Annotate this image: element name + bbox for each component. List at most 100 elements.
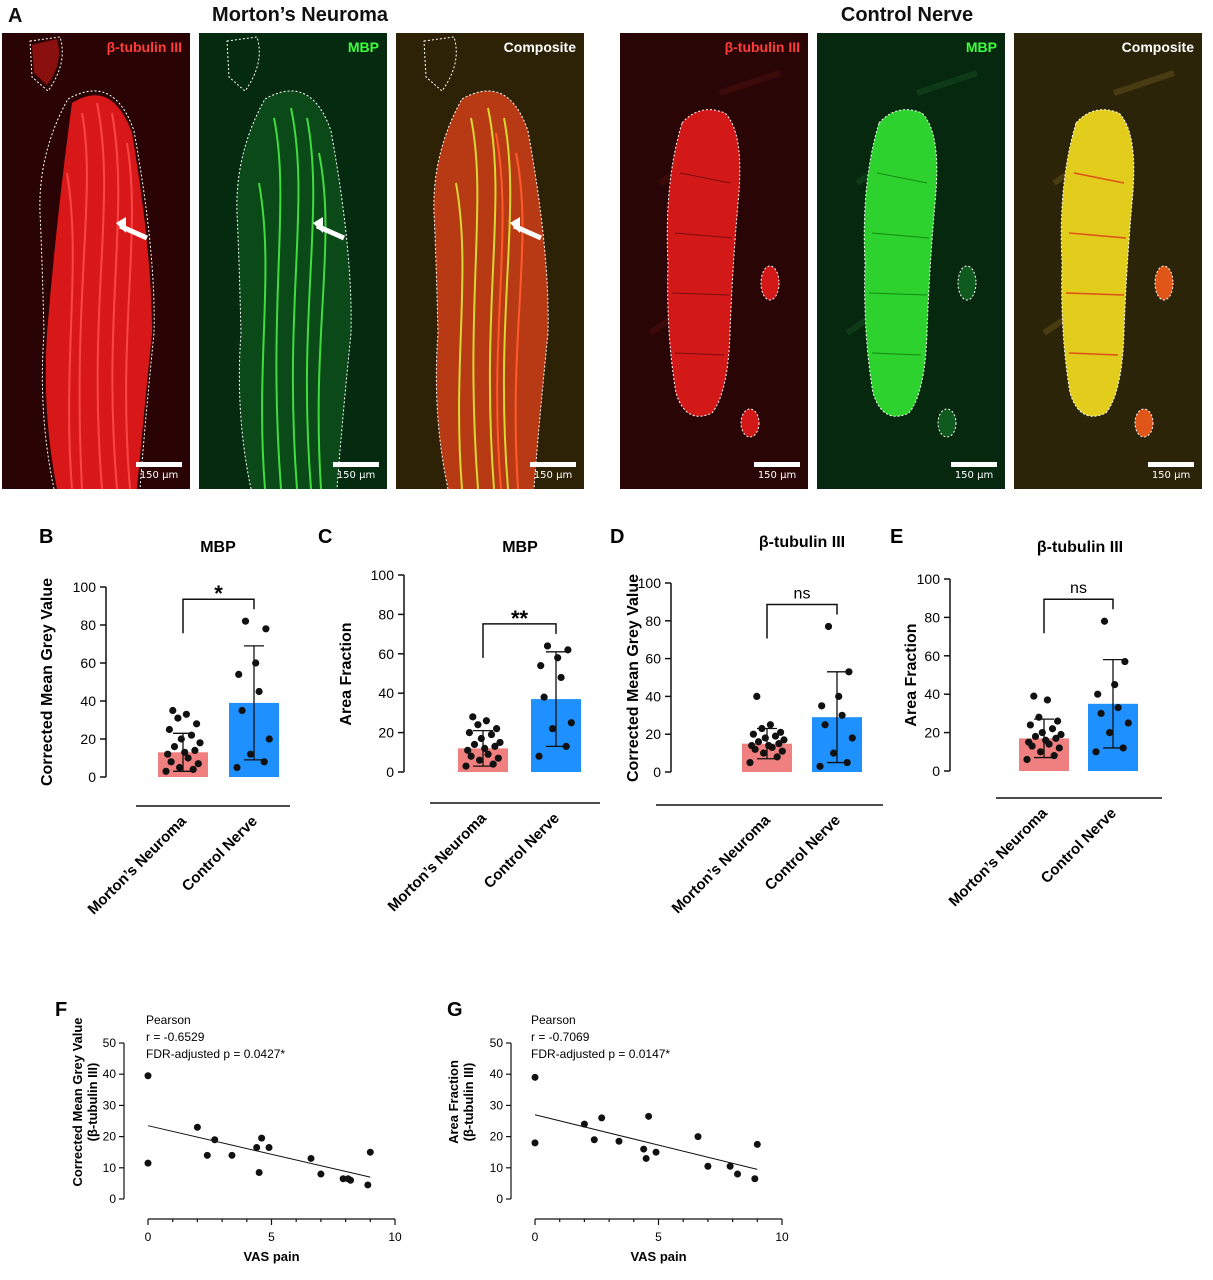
y-tick-label: 80 [378, 606, 394, 622]
data-point [734, 1170, 742, 1178]
y-tick-label: 80 [80, 617, 96, 633]
data-point [255, 687, 263, 696]
y-tick-label: 0 [932, 763, 940, 779]
x-category-label: Control Nerve [179, 813, 261, 895]
y-tick-label: 20 [490, 1130, 504, 1144]
data-point [177, 735, 185, 743]
data-point [1121, 657, 1129, 666]
y-tick-label: 0 [109, 1192, 116, 1206]
chart-title: MBP [502, 539, 538, 556]
data-point [760, 749, 768, 757]
data-point [144, 1072, 152, 1080]
data-point [549, 725, 557, 733]
data-point [1030, 692, 1038, 700]
scale-bar: 150 μm [333, 462, 379, 481]
y-axis-label: Corrected Mean Grey Value [625, 574, 642, 782]
data-point [1055, 744, 1063, 752]
data-point [307, 1154, 315, 1162]
y-axis-label: Area Fraction [338, 622, 355, 725]
data-point [1026, 721, 1034, 729]
data-point [775, 740, 783, 748]
y-axis-label: Area Fraction [446, 1060, 461, 1144]
data-point [748, 741, 756, 750]
data-point [174, 714, 182, 722]
data-point [645, 1112, 653, 1120]
data-point [265, 1144, 273, 1152]
stat-annotation: Pearson [531, 1013, 576, 1027]
data-point [194, 760, 202, 768]
y-tick-label: 30 [490, 1098, 504, 1112]
data-point [481, 744, 489, 752]
y-tick-label: 50 [490, 1036, 504, 1050]
data-point [726, 1162, 734, 1170]
data-point [203, 1151, 211, 1159]
y-tick-label: 20 [924, 725, 940, 741]
y-axis-label-sub: (β-tubulin III) [461, 1063, 476, 1142]
data-point [339, 1175, 347, 1183]
data-point [761, 734, 769, 742]
y-tick-label: 0 [496, 1192, 503, 1206]
data-point [1025, 738, 1033, 746]
micrograph-label: MBP [965, 39, 997, 55]
data-point [170, 743, 179, 751]
significance-bracket [182, 598, 255, 634]
data-point [564, 646, 572, 654]
data-point [1048, 725, 1057, 733]
data-point [247, 750, 255, 758]
x-category-label: Control Nerve [762, 812, 844, 894]
data-point [1057, 730, 1065, 739]
x-category-label: Morton’s Neuroma [946, 804, 1052, 910]
data-point [590, 1136, 598, 1144]
data-point [598, 1114, 606, 1122]
x-category-label: Control Nerve [481, 810, 563, 892]
data-point [1114, 704, 1122, 712]
data-point [496, 738, 504, 747]
data-point [580, 1120, 588, 1128]
chart-b: B MBP Corrected Mean Grey Value 0 20 40 60 80 10… [39, 526, 290, 918]
data-point [615, 1137, 623, 1145]
data-point [1100, 617, 1109, 625]
micrograph-label: Composite [503, 39, 576, 55]
micrograph-control-mbp: MBP 150 μm [817, 33, 1005, 489]
chart-title: β-tubulin III [759, 534, 845, 551]
chart-title: MBP [200, 539, 236, 556]
y-tick-label: 50 [103, 1036, 117, 1050]
data-point [835, 692, 843, 701]
y-tick-label: 100 [917, 571, 941, 587]
data-point [235, 670, 243, 679]
data-point [1035, 713, 1043, 721]
x-tick-label: 10 [388, 1230, 402, 1244]
data-point [233, 763, 241, 772]
data-point [1119, 744, 1127, 752]
stat-annotation: FDR-adjusted p = 0.0147* [531, 1047, 670, 1061]
panel-letter: E [890, 526, 903, 548]
panel-letter: G [447, 999, 463, 1021]
data-point [187, 731, 196, 739]
control-group-title: Control Nerve [840, 4, 974, 26]
data-point [640, 1145, 648, 1153]
y-tick-label: 80 [924, 609, 940, 625]
y-tick-label: 40 [80, 693, 96, 709]
data-point [347, 1176, 355, 1184]
data-point [1043, 696, 1051, 704]
x-axis-label: VAS pain [630, 1249, 686, 1264]
data-point [164, 750, 172, 758]
y-tick-label: 40 [924, 686, 940, 702]
data-point [818, 702, 826, 710]
x-tick-label: 5 [655, 1230, 662, 1244]
data-point [258, 1134, 266, 1142]
panel-letter: C [318, 526, 332, 548]
data-point [477, 734, 485, 743]
y-tick-label: 100 [73, 579, 97, 595]
significance-label: ns [1070, 580, 1087, 597]
data-point [184, 754, 192, 762]
data-point [253, 1144, 261, 1152]
y-tick-label: 10 [490, 1161, 504, 1175]
data-point [1111, 681, 1119, 689]
data-point [176, 763, 184, 772]
data-point [189, 765, 197, 774]
data-point [470, 740, 479, 749]
micrograph-control-tubulin: β-tubulin III 150 μm [620, 33, 808, 489]
data-point [753, 692, 761, 701]
